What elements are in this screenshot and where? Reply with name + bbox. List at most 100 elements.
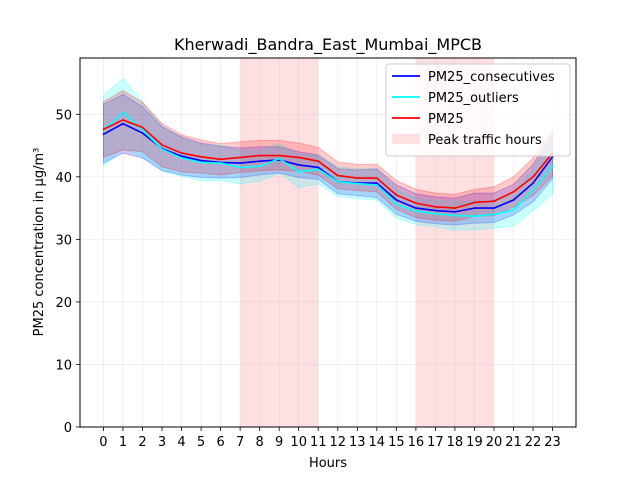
x-tick-label-13: 13 <box>349 435 366 450</box>
point-pm25-outliers-13 <box>356 182 359 185</box>
point-pm25-10 <box>297 156 300 159</box>
y-axis-label: PM25 concentration in µg/m³ <box>32 148 47 337</box>
point-pm25-consecutives-16 <box>415 207 417 209</box>
point-pm25-consecutives-1 <box>122 122 124 125</box>
point-pm25-consecutives-17 <box>434 209 437 212</box>
x-tick-label-4: 4 <box>177 435 185 450</box>
chart-title: Kherwadi_Bandra_East_Mumbai_MPCB <box>174 35 482 55</box>
x-tick-label-10: 10 <box>290 435 307 450</box>
x-tick-label-20: 20 <box>486 435 503 450</box>
point-pm25-consecutives-5 <box>200 159 202 162</box>
y-tick-label-2: 20 <box>55 296 72 311</box>
point-pm25-20 <box>493 200 495 203</box>
legend-swatch-peak-traffic-hours <box>392 134 420 144</box>
point-pm25-outliers-8 <box>258 165 261 167</box>
point-pm25-15 <box>395 194 398 196</box>
x-tick-label-9: 9 <box>275 435 283 450</box>
point-pm25-outliers-21 <box>512 209 515 211</box>
x-tick-label-11: 11 <box>310 435 327 450</box>
x-tick-label-5: 5 <box>197 435 205 450</box>
x-tick-label-22: 22 <box>525 435 542 450</box>
point-pm25-2 <box>141 126 144 129</box>
x-tick-label-2: 2 <box>138 435 146 450</box>
point-pm25-outliers-12 <box>336 181 339 183</box>
point-pm25-outliers-20 <box>493 213 495 216</box>
point-pm25-9 <box>278 154 280 157</box>
point-pm25-17 <box>434 206 437 208</box>
x-tick-label-14: 14 <box>369 435 386 450</box>
point-pm25-7 <box>239 156 241 159</box>
x-tick-label-21: 21 <box>505 435 522 450</box>
plot-frame <box>79 57 577 428</box>
x-tick-label-17: 17 <box>427 435 444 450</box>
legend-box <box>385 63 571 157</box>
point-pm25-consecutives-22 <box>532 182 534 184</box>
point-pm25-outliers-23 <box>551 164 554 167</box>
legend: PM25_consecutives PM25_outliers PM25 Peak t… <box>385 63 571 157</box>
point-pm25-21 <box>512 191 515 193</box>
y-tick-label-3: 30 <box>55 233 72 248</box>
point-pm25-5 <box>200 156 202 158</box>
point-pm25-outliers-19 <box>473 215 476 218</box>
x-axis-label: Hours <box>309 456 347 471</box>
line-pm25 <box>103 119 554 209</box>
point-pm25-11 <box>317 160 320 162</box>
y-tick-label-4: 40 <box>55 171 72 186</box>
point-pm25-outliers-7 <box>239 166 241 169</box>
point-pm25-consecutives-18 <box>454 211 456 213</box>
point-pm25-14 <box>376 177 378 179</box>
x-tick-label-7: 7 <box>236 435 244 450</box>
point-pm25-consecutives-10 <box>297 164 300 166</box>
point-pm25-outliers-22 <box>532 188 534 191</box>
legend-label-pm25: PM25 <box>428 112 464 127</box>
point-pm25-outliers-6 <box>219 162 222 164</box>
point-pm25-13 <box>356 177 359 179</box>
x-tick-label-15: 15 <box>388 435 405 450</box>
x-tick-label-12: 12 <box>329 435 346 450</box>
x-tick-label-6: 6 <box>216 435 224 450</box>
y-axis-ticks: 0 10 20 30 40 50 <box>55 108 80 436</box>
line-pm25-outliers <box>102 111 554 218</box>
point-pm25-18 <box>454 207 456 209</box>
point-pm25-22 <box>532 176 534 178</box>
y-tick-label-5: 50 <box>55 108 72 123</box>
x-axis-ticks: 0 1 2 3 4 5 6 7 8 9 10 11 12 13 14 15 16 17 18 19 20 21 22 23 <box>99 427 561 450</box>
point-pm25-outliers-18 <box>454 214 456 217</box>
point-pm25-outliers-2 <box>141 129 144 131</box>
x-tick-label-8: 8 <box>256 435 264 450</box>
point-pm25-outliers-17 <box>434 212 437 215</box>
point-pm25-outliers-14 <box>376 184 378 186</box>
point-pm25-consecutives-21 <box>512 199 515 201</box>
point-pm25-consecutives-20 <box>493 207 495 209</box>
band-pm25 <box>102 89 554 222</box>
x-tick-label-0: 0 <box>99 435 107 450</box>
point-pm25-consecutives-4 <box>180 155 183 157</box>
point-pm25-16 <box>415 202 417 204</box>
x-tick-label-16: 16 <box>408 435 425 450</box>
y-tick-label-1: 10 <box>55 358 72 373</box>
point-pm25-outliers-10 <box>297 171 300 173</box>
peak-traffic-region-0 <box>240 58 319 427</box>
band-pm25-outliers <box>102 77 554 231</box>
point-pm25-consecutives-15 <box>395 199 398 201</box>
x-tick-label-23: 23 <box>544 435 561 450</box>
x-tick-label-1: 1 <box>119 435 127 450</box>
point-pm25-consecutives-14 <box>376 182 378 184</box>
point-pm25-consecutives-19 <box>473 207 476 209</box>
point-pm25-consecutives-11 <box>317 166 320 169</box>
point-pm25-0 <box>102 128 105 131</box>
point-pm25-outliers-9 <box>278 157 280 160</box>
x-tick-label-18: 18 <box>447 435 464 450</box>
point-pm25-outliers-5 <box>200 161 202 164</box>
x-tick-label-3: 3 <box>158 435 166 450</box>
legend-label-pm25-outliers: PM25_outliers <box>428 91 519 106</box>
point-pm25-consecutives-7 <box>239 162 241 164</box>
point-pm25-consecutives-2 <box>141 132 144 134</box>
point-pm25-8 <box>258 154 261 157</box>
point-pm25-consecutives-8 <box>258 160 261 162</box>
point-pm25-consecutives-0 <box>102 133 105 136</box>
point-pm25-outliers-1 <box>122 111 124 114</box>
legend-label-peak-traffic-hours: Peak traffic hours <box>428 133 542 148</box>
legend-label-pm25-consecutives: PM25_consecutives <box>428 70 555 85</box>
